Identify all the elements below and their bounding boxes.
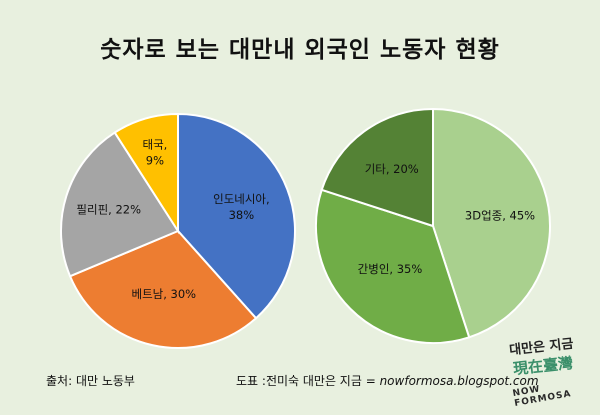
- footer-source: 출처: 대만 노동부: [46, 374, 135, 388]
- slice-label: 3D업종, 45%: [465, 208, 535, 222]
- footer-url[interactable]: nowformosa.blogspot.com: [379, 374, 539, 388]
- pie-slice: [320, 107, 434, 228]
- slice-label: 간병인, 35%: [358, 262, 423, 276]
- now-formosa-logo: 대만은 지금 現在臺灣 NOW FORMOSA: [505, 334, 595, 414]
- slice-label: 베트남, 30%: [132, 287, 197, 301]
- slice-label: 기타, 20%: [365, 162, 419, 176]
- slice-label: 필리핀, 22%: [76, 202, 141, 216]
- pie-slice: [315, 188, 471, 344]
- slice-label: 태국, 9%: [143, 137, 168, 167]
- chart-title: 숫자로 보는 대만내 외국인 노동자 현황: [100, 37, 500, 63]
- slice-label: 인도네시아, 38%: [213, 192, 270, 222]
- pie-slice: [68, 229, 258, 349]
- pie-chart-nationality: 인도네시아, 38% 베트남, 30% 필리핀, 22% 태국, 9%: [60, 112, 296, 349]
- pie-chart-industry: 3D업종, 45% 간병인, 35% 기타, 20%: [315, 107, 551, 344]
- logo-line-3: NOW FORMOSA: [511, 384, 573, 409]
- pie-slice: [177, 112, 296, 320]
- footer-credit: 도표 :전미숙 대만은 지금 = nowformosa.blogspot.com: [236, 372, 539, 389]
- pie-slice: [432, 107, 551, 339]
- footer-design: 도표 :전미숙 대만은 지금 =: [236, 374, 380, 388]
- pie-slice: [60, 131, 180, 278]
- pie-slice: [113, 112, 179, 235]
